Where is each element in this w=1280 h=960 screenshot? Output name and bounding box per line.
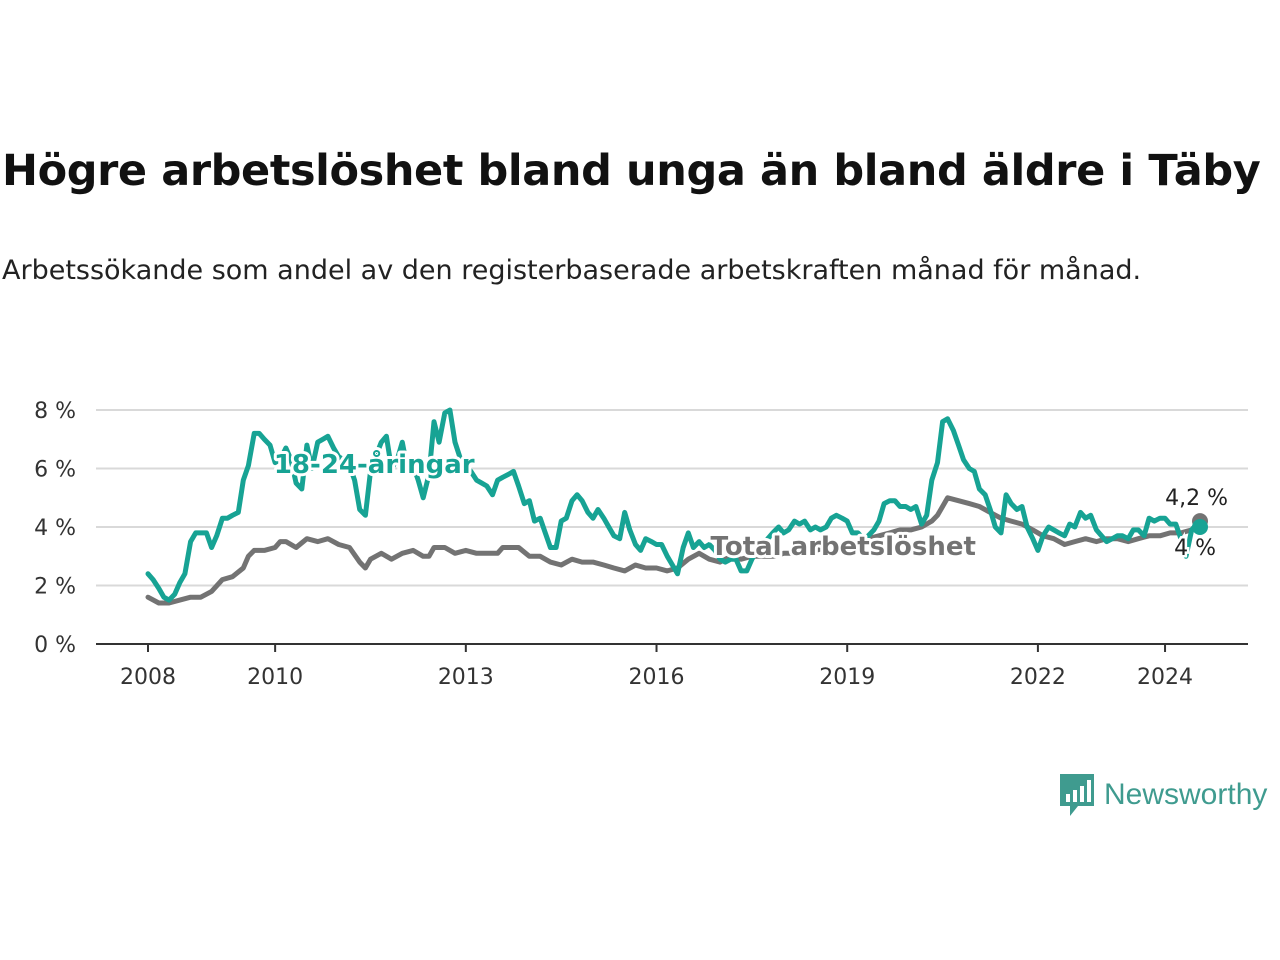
y-tick-label: 0 % (34, 633, 76, 658)
axes: 0 % 2 % 4 % 6 % 8 % 2008 2010 2013 2016 2019 2022 2… (34, 399, 1248, 690)
youth-end-marker (1192, 519, 1208, 535)
series-labels: 18-24-åringar Total arbetslöshet 4,2 % 4 % (271, 445, 1231, 565)
y-tick-label: 6 % (34, 458, 76, 483)
x-tick-label: 2010 (247, 665, 303, 690)
series-lines (145, 407, 1208, 606)
brand-name: Newsworthy (1104, 778, 1268, 811)
x-tick-label: 2008 (120, 665, 176, 690)
x-tick-label: 2013 (438, 665, 494, 690)
y-tick-label: 2 % (34, 575, 76, 600)
series-line (145, 407, 1203, 603)
x-tick-label: 2016 (629, 665, 685, 690)
youth-end-value-label: 4 % (1174, 536, 1216, 561)
grid-lines (96, 409, 1248, 587)
series-line (145, 495, 1203, 606)
x-tick-label: 2024 (1137, 665, 1193, 690)
x-tick-label: 2022 (1010, 665, 1066, 690)
chart-title: Högre arbetslöshet bland unga än bland ä… (2, 146, 1261, 196)
x-tick-label: 2019 (819, 665, 875, 690)
line-chart: 0 % 2 % 4 % 6 % 8 % 2008 2010 2013 2016 2019 2022 2… (34, 399, 1248, 690)
total-end-value-label: 4,2 % (1165, 486, 1228, 511)
bar-chart-icon (1060, 774, 1094, 816)
newsworthy-logo: Newsworthy (1058, 772, 1267, 818)
y-tick-label: 8 % (34, 399, 76, 424)
series-name-label: Total arbetslöshet (711, 532, 976, 562)
chart-subtitle: Arbetssökande som andel av den registerb… (2, 255, 1142, 286)
y-tick-label: 4 % (34, 516, 76, 541)
series-name-label: 18-24-åringar (274, 448, 475, 480)
